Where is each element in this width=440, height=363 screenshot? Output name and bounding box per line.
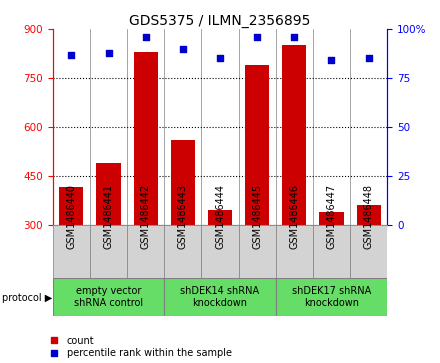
Bar (134, 52, 158, 225)
Text: GSM1486446: GSM1486446 (290, 184, 299, 249)
Bar (96, 163, 121, 225)
Text: empty vector
shRNA control: empty vector shRNA control (74, 286, 143, 308)
Bar (164, 278, 276, 316)
Bar (276, 278, 387, 316)
Text: GSM1486443: GSM1486443 (178, 184, 188, 249)
Point (105, 50, 112, 56)
Text: GSM1486444: GSM1486444 (215, 184, 225, 249)
Bar (90, 225, 127, 278)
Legend: count, percentile rank within the sample: count, percentile rank within the sample (44, 336, 232, 358)
Title: GDS5375 / ILMN_2356895: GDS5375 / ILMN_2356895 (129, 14, 311, 28)
Text: shDEK14 shRNA
knockdown: shDEK14 shRNA knockdown (180, 286, 260, 308)
Text: GSM1486442: GSM1486442 (141, 184, 150, 249)
Point (328, 57, 335, 63)
Point (142, 34, 149, 40)
Text: protocol ▶: protocol ▶ (2, 293, 52, 303)
Bar (319, 212, 344, 225)
Bar (282, 45, 306, 225)
Bar (171, 140, 195, 225)
Bar (208, 210, 232, 225)
Bar (356, 205, 381, 225)
Point (253, 34, 260, 40)
Text: GSM1486441: GSM1486441 (103, 184, 114, 249)
Bar (202, 225, 238, 278)
Text: GSM1486445: GSM1486445 (252, 184, 262, 249)
Point (291, 34, 298, 40)
Bar (350, 225, 387, 278)
Text: GSM1486447: GSM1486447 (326, 184, 337, 249)
Point (365, 56, 372, 61)
Bar (53, 225, 90, 278)
Bar (59, 187, 84, 225)
Bar (127, 225, 164, 278)
Bar (238, 225, 276, 278)
Text: GSM1486448: GSM1486448 (363, 184, 374, 249)
Text: shDEK17 shRNA
knockdown: shDEK17 shRNA knockdown (292, 286, 371, 308)
Point (180, 46, 187, 52)
Bar (164, 225, 202, 278)
Point (68, 52, 75, 57)
Text: GSM1486440: GSM1486440 (66, 184, 77, 249)
Point (216, 56, 224, 61)
Bar (245, 65, 269, 225)
Bar (276, 225, 313, 278)
Bar (313, 225, 350, 278)
Bar (53, 278, 164, 316)
